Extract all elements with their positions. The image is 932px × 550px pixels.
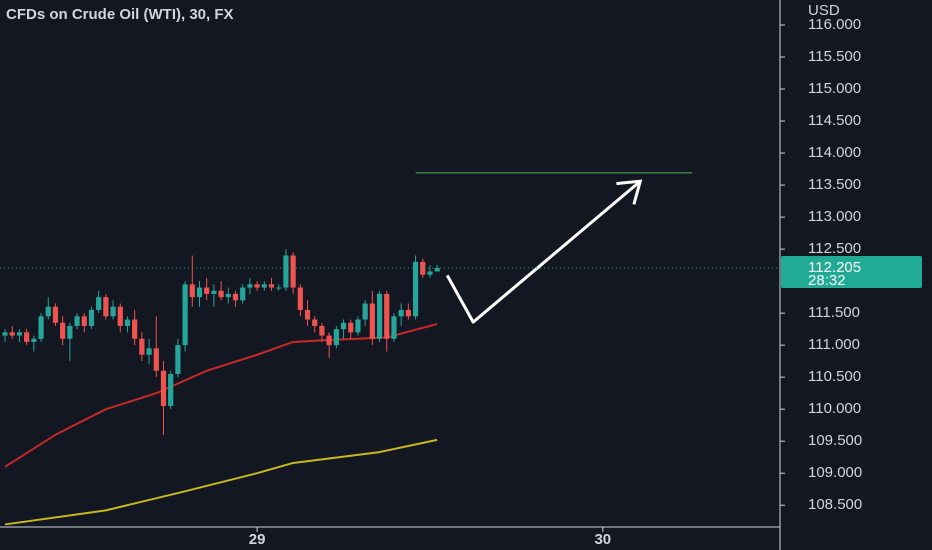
y-tick-label: 110.500	[808, 368, 861, 385]
candle-body	[182, 284, 188, 346]
y-tick-label: 109.500	[808, 432, 862, 449]
y-tick-label: 114.000	[808, 144, 861, 161]
candle-body	[290, 255, 296, 288]
candle-body	[45, 306, 51, 317]
candle-body	[81, 316, 87, 326]
y-tick-label: 111.500	[808, 304, 860, 321]
candle-body	[218, 290, 224, 298]
arrow-head	[616, 179, 643, 205]
candle-body	[355, 319, 361, 333]
candle-body	[24, 332, 30, 342]
candle-body	[283, 255, 289, 288]
candle-body	[31, 338, 37, 342]
y-axis-label: USD	[808, 2, 840, 19]
candle-body	[398, 309, 404, 317]
arrow-path	[445, 180, 642, 324]
y-tick-label: 112.500	[808, 240, 861, 257]
candle-body	[340, 322, 347, 330]
y-tick-label: 113.000	[808, 208, 861, 225]
y-tick-label: 114.500	[808, 112, 861, 129]
y-tick-label: 116.000	[808, 16, 861, 33]
candle-body	[297, 287, 303, 310]
candle-body	[175, 345, 181, 374]
candle-body	[88, 309, 95, 326]
chart-title: CFDs on Crude Oil (WTI), 30, FX	[6, 6, 234, 23]
candle-body	[153, 348, 159, 371]
y-tick-label: 110.000	[808, 400, 861, 417]
candle-body	[312, 319, 318, 326]
candle-body	[103, 297, 109, 317]
candle-body	[16, 332, 23, 336]
y-tick-label: 109.000	[808, 464, 862, 481]
candle-body	[326, 335, 332, 346]
moving-average	[4, 323, 438, 468]
candle-body	[362, 303, 368, 320]
countdown: 28:32	[808, 272, 846, 289]
candle-body	[124, 319, 131, 326]
candle-body	[268, 284, 275, 288]
candle-body	[67, 325, 73, 339]
candle-body	[412, 261, 419, 317]
candle-body	[240, 287, 246, 301]
candle-body	[348, 322, 354, 333]
x-tick-label: 30	[594, 531, 611, 548]
candle-body	[139, 338, 145, 355]
candle-body	[261, 284, 267, 288]
candle-body	[60, 322, 66, 339]
candle-body	[132, 319, 138, 339]
y-tick-label: 113.500	[808, 176, 861, 193]
candle-body	[319, 325, 325, 336]
candle-body	[2, 332, 8, 336]
moving-average	[4, 438, 438, 526]
candle-body	[168, 373, 174, 406]
last-price-label: 112.205	[808, 259, 861, 276]
candle-body	[333, 329, 339, 346]
candle-body	[211, 290, 217, 294]
candle-body	[276, 287, 282, 289]
candle-body	[74, 316, 80, 326]
y-tick-label: 108.500	[808, 496, 862, 513]
y-tick-label: 111.000	[808, 336, 860, 353]
y-tick-label: 115.500	[808, 48, 861, 65]
price-tag	[781, 255, 922, 288]
candle-body	[196, 287, 203, 298]
candle-body	[52, 306, 59, 323]
candle-body	[369, 303, 375, 339]
candle-body	[376, 293, 383, 339]
candle-body	[204, 287, 210, 294]
candle-body	[110, 306, 116, 317]
candle-body	[304, 309, 311, 320]
x-tick-label: 29	[249, 531, 266, 548]
candle-body	[434, 267, 440, 272]
candle-body	[117, 306, 123, 326]
y-tick-label: 115.000	[808, 80, 861, 97]
candle-body	[247, 284, 253, 288]
candle-body	[9, 332, 15, 336]
candle-body	[405, 309, 411, 317]
candle-body	[189, 284, 195, 298]
candle-body	[160, 370, 167, 406]
candle-body	[427, 271, 433, 275]
candle-body	[391, 316, 397, 339]
candle-body	[420, 261, 426, 275]
candle-body	[225, 293, 231, 298]
candle-body	[96, 297, 102, 310]
candle-body	[254, 284, 260, 288]
candle-body	[384, 293, 390, 339]
candle-body	[146, 348, 152, 355]
candle-body	[38, 316, 44, 339]
candle-body	[232, 293, 239, 301]
